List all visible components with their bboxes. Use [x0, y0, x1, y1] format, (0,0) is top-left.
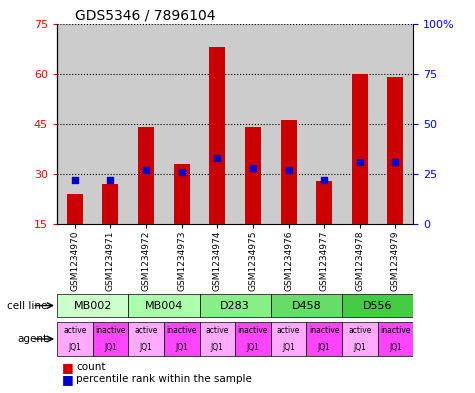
- Text: JQ1: JQ1: [104, 343, 117, 352]
- Text: inactive: inactive: [380, 326, 411, 335]
- Bar: [306, 322, 342, 356]
- Point: [142, 167, 150, 173]
- Text: MB002: MB002: [74, 301, 112, 310]
- Bar: [128, 294, 200, 317]
- Text: JQ1: JQ1: [211, 343, 224, 352]
- Bar: [200, 24, 235, 224]
- Bar: [306, 24, 342, 224]
- Text: cell line: cell line: [7, 301, 48, 310]
- Bar: [174, 164, 190, 224]
- Bar: [235, 24, 271, 224]
- Point: [249, 165, 256, 171]
- Bar: [93, 24, 128, 224]
- Text: percentile rank within the sample: percentile rank within the sample: [76, 374, 252, 384]
- Bar: [67, 194, 83, 224]
- Bar: [281, 121, 296, 224]
- Bar: [57, 24, 93, 224]
- Bar: [342, 322, 378, 356]
- Text: MB004: MB004: [145, 301, 183, 310]
- Bar: [316, 181, 332, 224]
- Point: [391, 159, 399, 165]
- Point: [106, 177, 114, 183]
- Bar: [378, 322, 413, 356]
- Bar: [271, 294, 342, 317]
- Bar: [103, 184, 118, 224]
- Text: inactive: inactive: [238, 326, 268, 335]
- Text: D556: D556: [363, 301, 392, 310]
- Bar: [128, 322, 164, 356]
- Bar: [378, 24, 413, 224]
- Bar: [128, 24, 164, 224]
- Text: JQ1: JQ1: [282, 343, 295, 352]
- Bar: [57, 322, 93, 356]
- Text: GDS5346 / 7896104: GDS5346 / 7896104: [75, 8, 215, 22]
- Point: [213, 155, 221, 161]
- Bar: [342, 294, 413, 317]
- Text: active: active: [134, 326, 158, 335]
- Text: active: active: [348, 326, 371, 335]
- Bar: [388, 77, 403, 224]
- Text: JQ1: JQ1: [140, 343, 152, 352]
- Bar: [271, 24, 306, 224]
- Text: agent: agent: [18, 334, 48, 344]
- Bar: [164, 24, 200, 224]
- Bar: [342, 24, 378, 224]
- Bar: [235, 24, 271, 224]
- Point: [356, 159, 364, 165]
- Text: ■: ■: [62, 361, 74, 374]
- Bar: [378, 24, 413, 224]
- Bar: [200, 322, 235, 356]
- Bar: [164, 322, 200, 356]
- Text: JQ1: JQ1: [318, 343, 331, 352]
- Text: active: active: [277, 326, 300, 335]
- Bar: [200, 294, 271, 317]
- Bar: [200, 24, 235, 224]
- Text: JQ1: JQ1: [68, 343, 81, 352]
- Bar: [306, 24, 342, 224]
- Bar: [342, 24, 378, 224]
- Bar: [235, 322, 271, 356]
- Text: D283: D283: [220, 301, 250, 310]
- Bar: [57, 294, 128, 317]
- Text: ■: ■: [62, 373, 74, 386]
- Bar: [245, 127, 261, 224]
- Bar: [93, 24, 128, 224]
- Bar: [164, 24, 200, 224]
- Text: active: active: [63, 326, 86, 335]
- Bar: [93, 322, 128, 356]
- Bar: [352, 73, 368, 224]
- Text: JQ1: JQ1: [389, 343, 402, 352]
- Text: D458: D458: [292, 301, 321, 310]
- Bar: [128, 24, 164, 224]
- Bar: [57, 24, 93, 224]
- Text: inactive: inactive: [95, 326, 126, 335]
- Text: JQ1: JQ1: [353, 343, 366, 352]
- Text: count: count: [76, 362, 105, 373]
- Text: active: active: [206, 326, 229, 335]
- Point: [71, 177, 79, 183]
- Text: inactive: inactive: [166, 326, 197, 335]
- Point: [178, 169, 185, 175]
- Point: [285, 167, 293, 173]
- Text: JQ1: JQ1: [175, 343, 188, 352]
- Text: JQ1: JQ1: [247, 343, 259, 352]
- Text: inactive: inactive: [309, 326, 340, 335]
- Bar: [209, 47, 225, 224]
- Bar: [138, 127, 154, 224]
- Bar: [271, 24, 306, 224]
- Bar: [271, 322, 306, 356]
- Point: [320, 177, 328, 183]
